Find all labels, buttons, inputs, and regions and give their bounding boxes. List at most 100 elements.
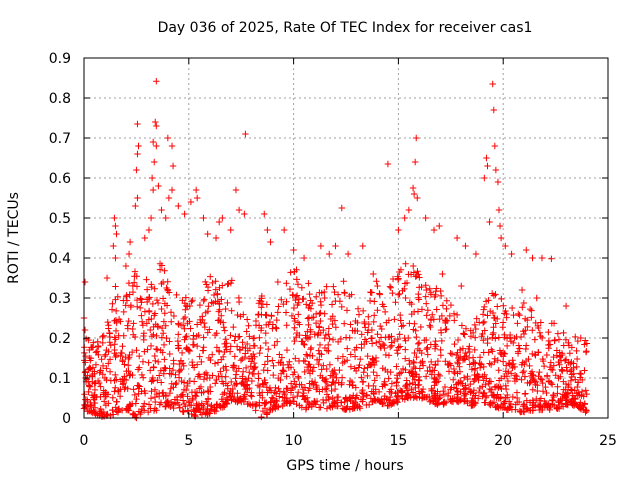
data-point: [454, 397, 462, 405]
data-point: [581, 367, 588, 374]
data-point: [291, 315, 298, 322]
data-point: [410, 363, 417, 371]
data-point: [398, 369, 405, 376]
data-point: [158, 334, 166, 341]
data-point: [209, 351, 216, 358]
data-point: [535, 324, 542, 332]
data-point: [180, 362, 187, 370]
data-point: [543, 351, 551, 359]
data-point: [496, 347, 504, 354]
data-point: [153, 390, 161, 398]
data-point: [197, 409, 204, 416]
data-point: [377, 344, 385, 352]
data-point: [109, 300, 116, 307]
data-point: [274, 309, 281, 316]
data-point: [508, 304, 516, 312]
data-point: [434, 357, 442, 365]
data-point: [377, 322, 384, 330]
data-point: [486, 401, 493, 408]
data-point: [153, 122, 160, 130]
data-point: [464, 373, 471, 380]
data-point: [387, 284, 395, 291]
data-point: [113, 398, 120, 405]
data-point: [150, 331, 157, 338]
data-point: [437, 352, 445, 359]
data-point: [246, 369, 253, 376]
data-point: [195, 331, 202, 339]
data-point: [520, 330, 528, 338]
data-point: [409, 379, 416, 387]
data-point: [234, 390, 241, 397]
data-point: [295, 311, 302, 318]
data-point: [485, 297, 492, 304]
data-point: [480, 390, 487, 397]
data-point: [560, 329, 567, 337]
data-point: [466, 348, 473, 356]
data-point: [183, 333, 190, 340]
data-point: [352, 394, 359, 401]
data-point: [277, 370, 285, 377]
data-point: [508, 250, 515, 258]
data-point: [284, 361, 292, 368]
data-point: [494, 178, 502, 186]
data-point: [461, 390, 468, 397]
data-point: [443, 305, 450, 313]
data-point: [133, 395, 140, 403]
data-point: [527, 378, 534, 386]
data-point: [108, 306, 116, 313]
data-point: [498, 295, 505, 303]
data-point: [307, 363, 314, 371]
data-point: [507, 370, 515, 377]
data-point: [118, 407, 126, 414]
data-point: [388, 342, 395, 350]
data-point: [564, 400, 571, 408]
data-point: [212, 278, 219, 285]
data-point: [535, 349, 542, 356]
chart-title: Day 036 of 2025, Rate Of TEC Index for r…: [158, 20, 533, 36]
data-point: [250, 370, 258, 378]
data-point: [222, 336, 229, 343]
data-point: [342, 334, 350, 341]
data-point: [247, 392, 255, 399]
data-point: [164, 134, 172, 142]
data-point: [219, 282, 226, 289]
data-point: [122, 384, 129, 391]
data-point: [529, 327, 536, 334]
data-point: [203, 374, 211, 382]
data-point: [186, 377, 194, 385]
data-point: [232, 375, 239, 382]
data-point: [472, 360, 479, 367]
data-point: [416, 284, 423, 291]
data-point: [186, 347, 194, 355]
data-point: [130, 386, 137, 393]
data-point: [542, 383, 549, 391]
y-tick-label: 0.9: [49, 51, 71, 67]
data-point: [311, 331, 318, 338]
data-point: [495, 367, 502, 374]
data-point: [470, 359, 478, 366]
data-point: [479, 319, 487, 327]
data-point: [205, 388, 212, 395]
data-point: [92, 361, 100, 368]
data-point: [419, 389, 426, 396]
data-point: [204, 287, 212, 294]
data-point: [113, 230, 120, 238]
data-point: [270, 362, 277, 370]
data-point: [423, 286, 430, 294]
data-point: [186, 302, 194, 310]
data-point: [316, 356, 323, 363]
y-tick-label: 0.3: [49, 291, 71, 307]
data-point: [578, 388, 586, 395]
data-point: [492, 384, 499, 391]
data-point: [152, 398, 159, 406]
data-point: [123, 368, 130, 375]
data-point: [370, 318, 377, 326]
data-point: [432, 288, 440, 295]
data-point: [160, 341, 168, 349]
data-point: [457, 346, 464, 354]
data-point: [300, 389, 307, 397]
data-point: [170, 312, 178, 320]
data-point: [133, 166, 140, 174]
data-point: [103, 376, 110, 384]
data-point: [210, 300, 217, 307]
